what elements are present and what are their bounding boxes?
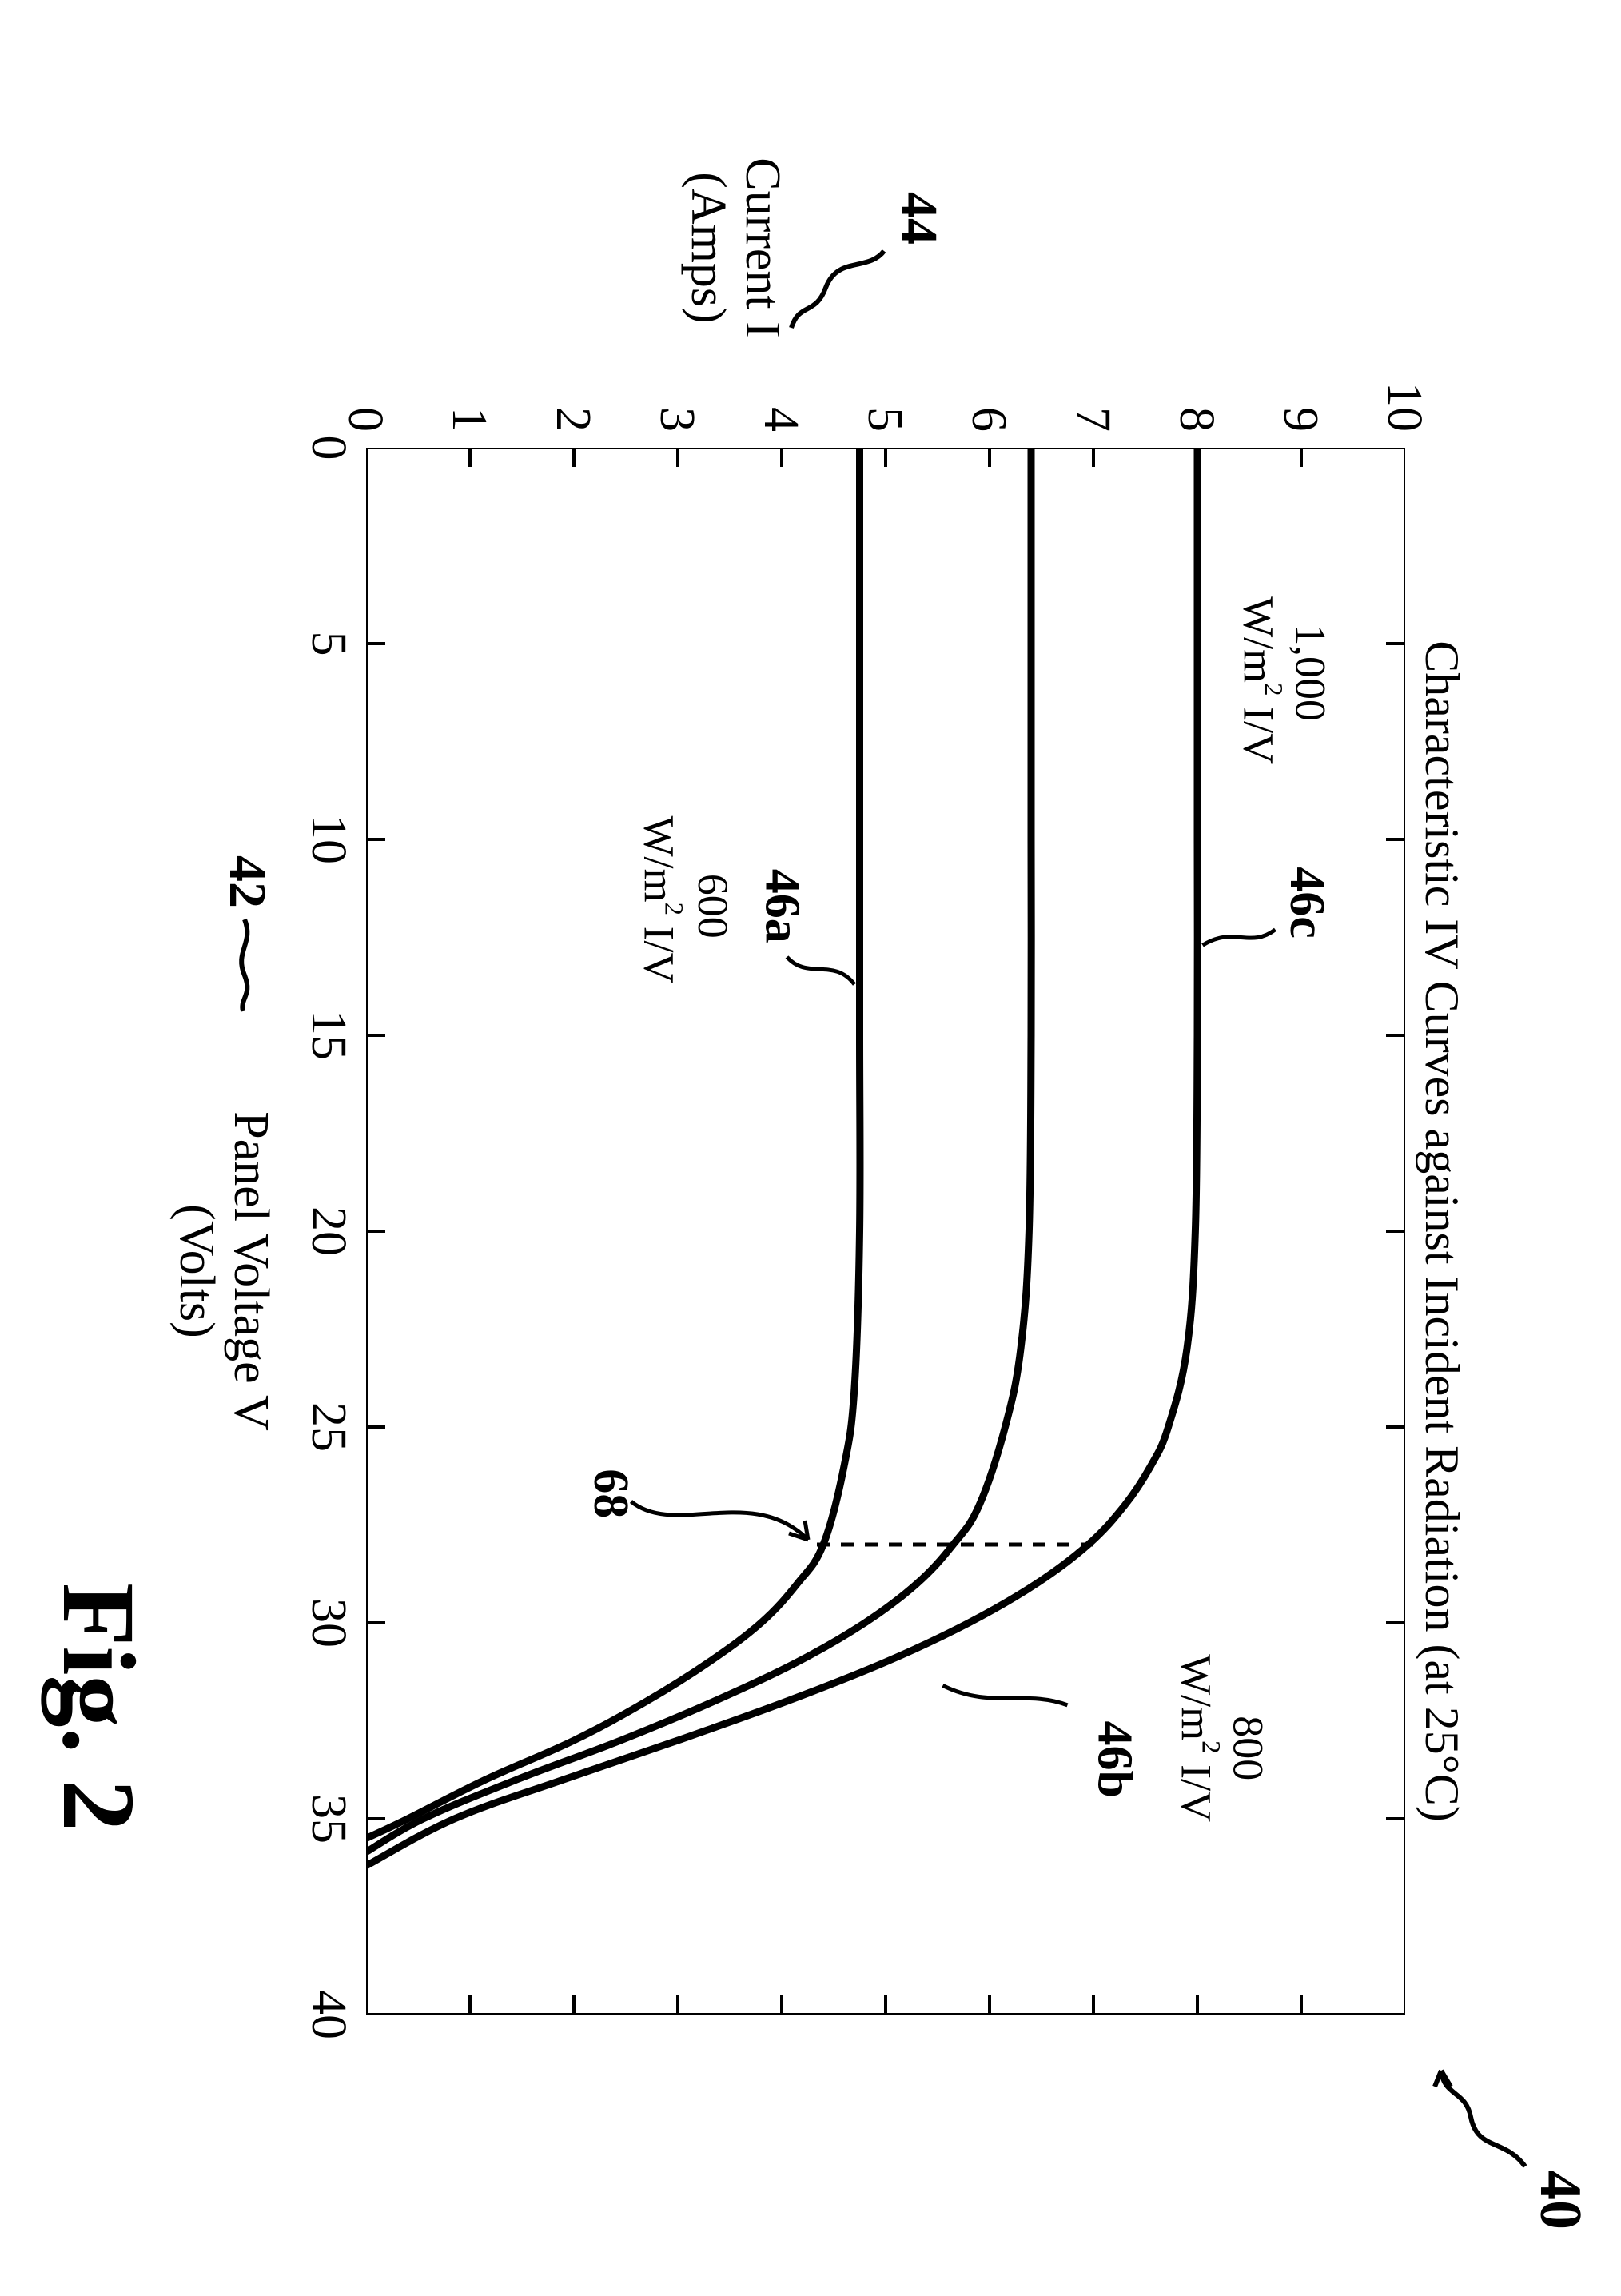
y-tick-label: 7 [1064, 368, 1121, 432]
y-axis-callout-text: 44 [890, 192, 948, 245]
x-tick-label: 5 [300, 604, 356, 684]
x-axis-callout-text: 42 [218, 855, 277, 908]
x-tick-label: 40 [300, 1975, 356, 2055]
figure-number-callout: 40 [1429, 2047, 1589, 2254]
y-tick-label: 1 [440, 368, 497, 432]
figure-number-text: 40 [1527, 2170, 1589, 2230]
svg-text:W/m2 I/V: W/m2 I/V [1173, 1654, 1225, 1822]
x-tick-label: 20 [300, 1191, 356, 1271]
x-axis-label-sub: (Volts) [169, 1204, 224, 1338]
svg-text:800: 800 [1225, 1716, 1273, 1780]
svg-text:46c: 46c [1280, 867, 1334, 939]
y-axis-label: Current I (Amps) [681, 104, 790, 392]
y-tick-label: 6 [960, 368, 1017, 432]
y-axis-label-sub: (Amps) [681, 172, 735, 323]
y-tick-label: 8 [1168, 368, 1225, 432]
svg-text:W/m2 I/V: W/m2 I/V [635, 816, 687, 984]
x-tick-label: 35 [300, 1779, 356, 1859]
svg-text:W/m2 I/V: W/m2 I/V [1235, 596, 1288, 764]
x-tick-label: 15 [300, 995, 356, 1075]
y-tick-label: 10 [1376, 368, 1432, 432]
y-tick-label: 5 [856, 368, 913, 432]
svg-text:46b: 46b [1088, 1721, 1142, 1798]
x-axis-label-main: Panel Voltage V [224, 1111, 278, 1431]
x-axis-label: Panel Voltage V (Volts) [169, 991, 278, 1551]
x-tick-label: 0 [300, 408, 356, 488]
y-tick-label: 9 [1272, 368, 1328, 432]
svg-text:1,000: 1,000 [1287, 624, 1335, 722]
svg-text:68: 68 [583, 1469, 638, 1518]
x-tick-label: 30 [300, 1583, 356, 1663]
x-axis-callout: 42 [190, 839, 278, 1015]
iv-chart: 1,000W/m2 I/V46c800W/m2 I/V46b46a600W/m2… [366, 448, 1405, 2015]
y-axis-callout: 44 [782, 160, 950, 368]
svg-text:46a: 46a [755, 869, 810, 943]
x-tick-label: 10 [300, 799, 356, 879]
figure-caption: Fig. 2 [38, 1583, 158, 2143]
svg-text:600: 600 [689, 874, 737, 939]
y-tick-label: 2 [544, 368, 601, 432]
chart-title: Characteristic IV Curves against Inciden… [1414, 448, 1469, 2015]
x-tick-label: 25 [300, 1387, 356, 1467]
